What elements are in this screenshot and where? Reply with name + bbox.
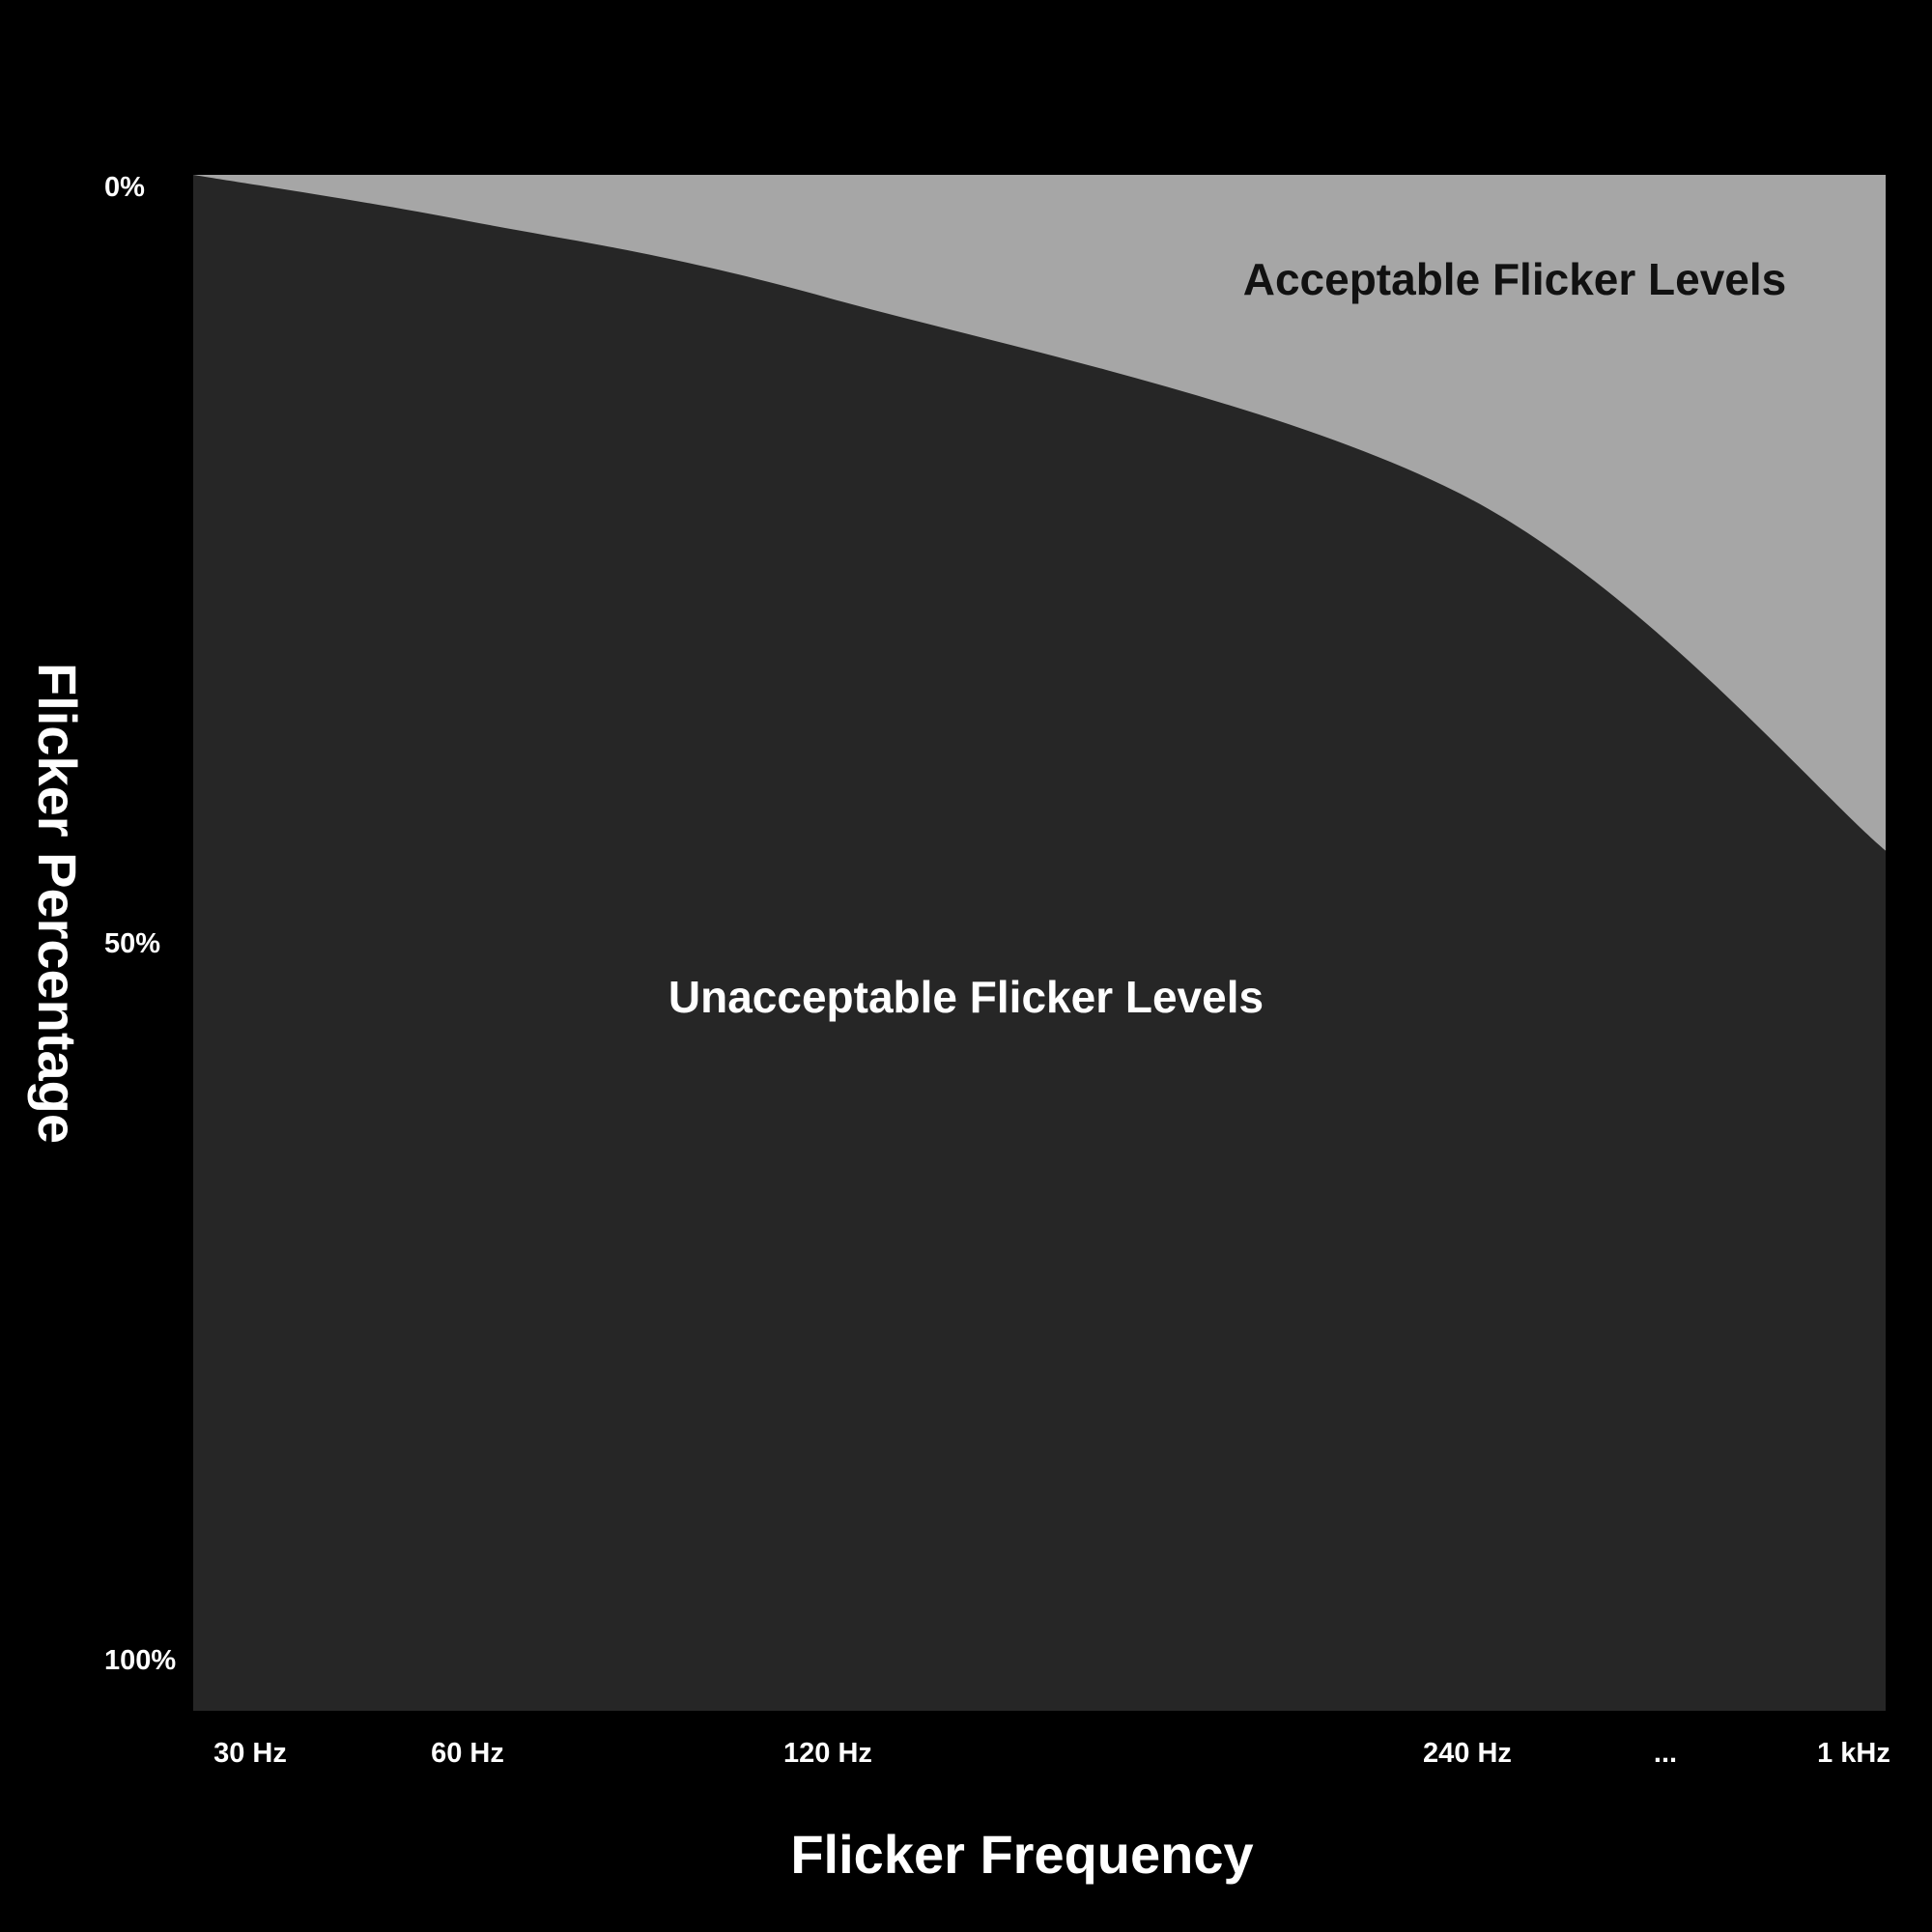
region-label-unacceptable: Unacceptable Flicker Levels <box>668 972 1264 1022</box>
x-tick-label: 30 Hz <box>213 1738 287 1769</box>
x-tick-label: 240 Hz <box>1423 1738 1512 1769</box>
y-tick-label: 100% <box>104 1645 176 1676</box>
y-axis-tick-labels: 0% 50% 100% <box>104 172 176 1676</box>
x-tick-label: ... <box>1654 1738 1677 1769</box>
unacceptable-region <box>193 175 1886 1711</box>
x-tick-label: 1 kHz <box>1817 1738 1890 1769</box>
x-axis-title: Flicker Frequency <box>790 1824 1253 1885</box>
y-tick-label: 0% <box>104 172 145 203</box>
x-axis-tick-labels: 30 Hz 60 Hz 120 Hz 240 Hz... 1 kHz <box>213 1738 1890 1769</box>
y-tick-label: 50% <box>104 928 160 959</box>
x-tick-label: 60 Hz <box>431 1738 504 1769</box>
x-tick-label: 120 Hz <box>783 1738 872 1769</box>
y-axis-title: Flicker Percentage <box>27 663 88 1144</box>
region-label-acceptable: Acceptable Flicker Levels <box>1243 254 1787 304</box>
